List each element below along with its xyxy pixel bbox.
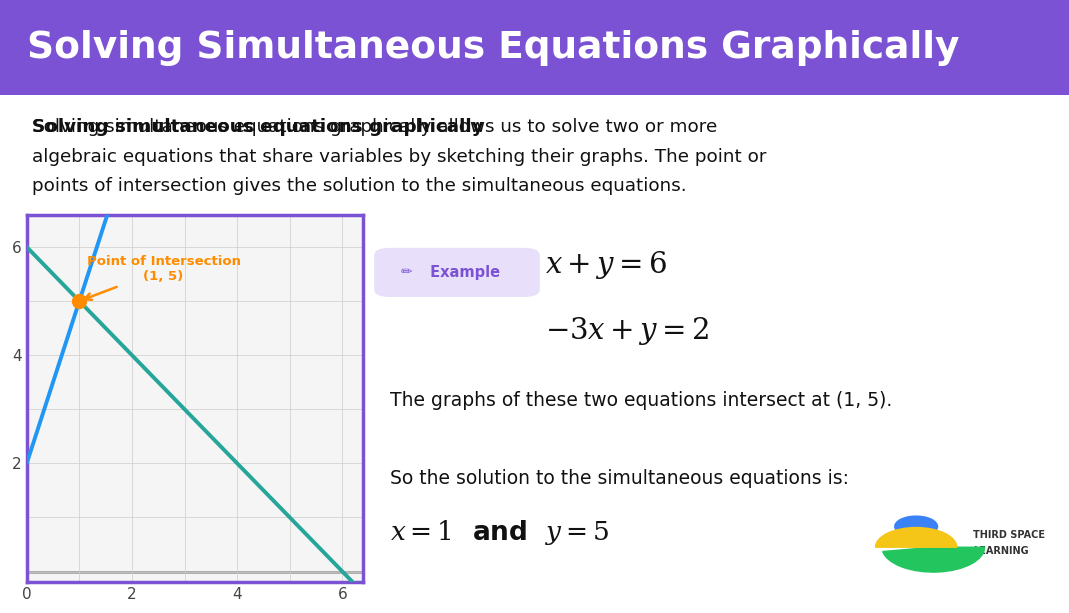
Text: The graphs of these two equations intersect at (1, 5).: The graphs of these two equations inters… (390, 391, 893, 410)
Circle shape (895, 516, 938, 537)
Text: THIRD SPACE: THIRD SPACE (973, 530, 1044, 540)
Text: $x + y = 6$: $x + y = 6$ (545, 249, 668, 281)
Text: Solving Simultaneous Equations Graphically: Solving Simultaneous Equations Graphical… (27, 29, 959, 66)
Text: $x = 1$  and  $y = 5$: $x = 1$ and $y = 5$ (390, 518, 610, 547)
Text: $-3x + y = 2$: $-3x + y = 2$ (545, 314, 710, 347)
Text: Point of Intersection
(1, 5): Point of Intersection (1, 5) (84, 255, 241, 300)
Text: LEARNING: LEARNING (973, 546, 1028, 556)
FancyBboxPatch shape (0, 0, 1069, 95)
Text: ✏: ✏ (401, 265, 413, 280)
Text: Example: Example (425, 265, 500, 280)
Wedge shape (883, 547, 985, 572)
Text: Solving simultaneous equations graphically allows us to solve two or more
algebr: Solving simultaneous equations graphical… (32, 118, 766, 195)
Text: Solving simultaneous equations graphically: Solving simultaneous equations graphical… (32, 118, 483, 136)
FancyBboxPatch shape (374, 248, 540, 297)
Text: So the solution to the simultaneous equations is:: So the solution to the simultaneous equa… (390, 469, 849, 488)
Wedge shape (876, 528, 957, 547)
